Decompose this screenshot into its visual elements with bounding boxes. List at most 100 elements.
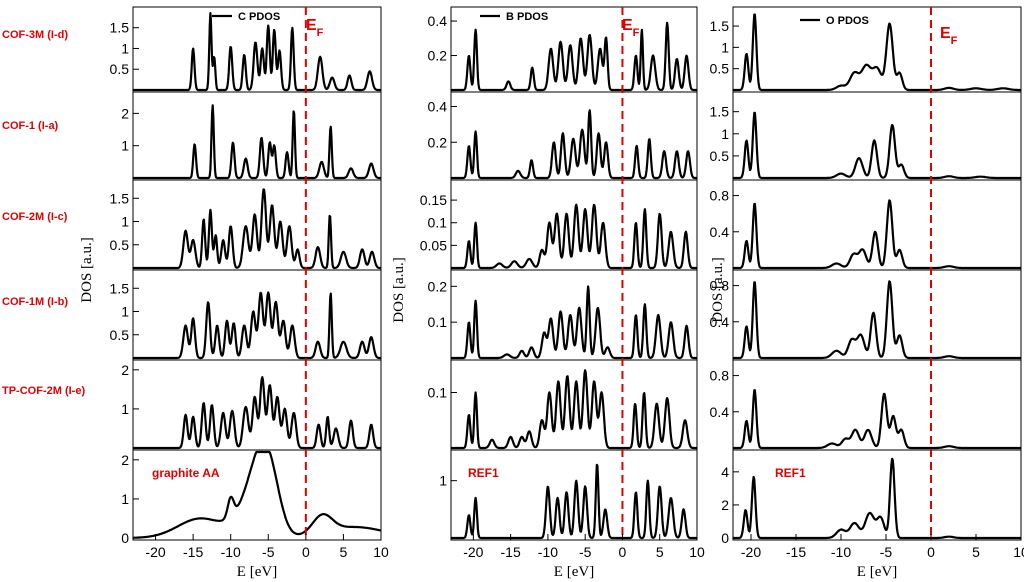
pdos-row: 12 [121, 359, 382, 451]
row-frame [132, 91, 382, 181]
x-tick-label: 10 [689, 544, 705, 560]
y-tick-label: 1 [121, 491, 129, 507]
x-tick-label: -5 [880, 544, 893, 560]
y-tick-label: 0.5 [710, 61, 730, 77]
x-tick-label: -10 [538, 544, 558, 560]
x-axis-label: E [eV] [554, 564, 594, 580]
pdos-row: 0.4 0.8 [710, 269, 1022, 361]
y-tick-label: 0.5 [110, 237, 130, 253]
y-tick-label: 2 [121, 362, 129, 378]
dos-curve [732, 199, 1022, 270]
y-tick-label: 0.5 [110, 327, 130, 343]
x-tick-label: -15 [501, 544, 521, 560]
fermi-label-subscript: F [317, 27, 324, 39]
fermi-label-subscript: F [633, 27, 640, 39]
pdos-row: 0.05 0.1 0.15 [420, 179, 698, 271]
x-tick-label: -15 [183, 544, 203, 560]
dos-curve [732, 280, 1022, 360]
y-tick-label: 0.5 [710, 148, 730, 164]
row-frame [450, 449, 698, 541]
x-tick-label: 0 [619, 544, 627, 560]
pdos-row: 0.1 [428, 359, 698, 451]
y-tick-label: 0.8 [710, 278, 730, 294]
y-tick-label: 0 [121, 530, 129, 546]
x-axis-label: E [eV] [237, 564, 277, 580]
pdos-row: 12 [121, 91, 382, 181]
y-tick-label: 0.1 [428, 314, 448, 330]
fermi-label: EF [622, 17, 640, 39]
x-tick-label: -15 [786, 544, 806, 560]
dos-curve [132, 12, 382, 92]
pdos-row: 0.5 1 1.5 [110, 179, 382, 271]
pdos-row: 0.5 1 1.5 [110, 269, 382, 361]
structure-label: COF-3M (I-d) [2, 29, 68, 41]
y-tick-label: 4 [721, 464, 729, 480]
row-frame [132, 269, 382, 361]
pdos-row: 0.2 0.4 [428, 91, 698, 181]
x-tick-label: -20 [463, 544, 483, 560]
y-tick-label: 0.4 [428, 13, 448, 29]
structure-labels: COF-3M (I-d) COF-1 (I-a) COF-2M (I-c) CO… [2, 29, 85, 397]
boron-pdos-panel: 0.2 0.4 0.2 0.4 0.05 0.1 0.15 0.1 0.2 0.1 1 REF1 -20… [391, 6, 705, 580]
y-tick-label: 0.8 [710, 368, 730, 384]
y-tick-label: 1 [121, 401, 129, 417]
y-tick-label: 1 [439, 473, 447, 489]
y-tick-label: 0.2 [428, 278, 448, 294]
y-tick-label: 0.4 [710, 224, 730, 240]
structure-label: COF-2M (I-c) [2, 211, 68, 223]
pdos-row: 0 2 4 REF1 [721, 449, 1022, 546]
y-tick-label: 1.5 [710, 104, 730, 120]
pdos-row: 0.4 0.8 [710, 359, 1022, 451]
y-tick-label: 1.5 [110, 20, 130, 36]
oxygen-pdos-panel: 0.5 1 1.5 0.5 1 1.5 0.4 0.8 0.4 0.8 0.4 0.8 0 2 4 REF1 -… [710, 6, 1024, 580]
y-tick-label: 1 [721, 126, 729, 142]
row-frame [732, 91, 1022, 181]
y-tick-label: 0.1 [428, 215, 448, 231]
y-tick-label: 0.1 [428, 385, 448, 401]
y-tick-label: 0.8 [710, 188, 730, 204]
dos-curve [132, 450, 382, 539]
pdos-row: 1 REF1 [439, 449, 698, 541]
row-frame [732, 359, 1022, 451]
pdos-row: 0.1 0.2 [428, 269, 698, 361]
x-axis-label: E [eV] [857, 564, 897, 580]
y-tick-label: 0.2 [428, 48, 448, 64]
row-annotation: graphite AA [152, 466, 220, 480]
x-tick-label: -5 [579, 544, 592, 560]
x-tick-label: -5 [262, 544, 275, 560]
dos-curve [450, 285, 698, 360]
y-tick-label: 0 [721, 530, 729, 546]
y-tick-label: 2 [121, 105, 129, 121]
y-tick-label: 1 [121, 304, 129, 320]
dos-curve [450, 463, 698, 540]
dos-curve [732, 111, 1022, 180]
fermi-label: EF [940, 25, 958, 47]
y-tick-label: 0.2 [428, 134, 448, 150]
legend-label: C PDOS [238, 11, 280, 23]
x-tick-label: 5 [340, 544, 348, 560]
y-tick-label: 1.5 [110, 280, 130, 296]
row-frame [132, 449, 382, 541]
y-tick-label: 2 [121, 452, 129, 468]
y-axis-label: DOS [a.u.] [391, 257, 407, 322]
y-tick-label: 2 [721, 497, 729, 513]
y-tick-label: 1.5 [110, 190, 130, 206]
row-frame [450, 91, 698, 181]
row-frame [732, 179, 1022, 271]
y-tick-label: 0.15 [420, 192, 447, 208]
pdos-row: 0.2 0.4 [428, 6, 698, 93]
structure-label: COF-1M (I-b) [2, 296, 68, 308]
dos-curve [132, 104, 382, 180]
row-frame [450, 269, 698, 361]
pdos-row: 0.4 0.8 [710, 179, 1022, 271]
row-frame [732, 6, 1022, 93]
row-annotation: REF1 [775, 466, 806, 480]
row-annotation: REF1 [468, 466, 499, 480]
fermi-label-subscript: F [951, 35, 958, 47]
x-tick-label: -10 [221, 544, 241, 560]
row-frame [732, 449, 1022, 541]
dos-curve [132, 188, 382, 270]
structure-label: COF-1 (I-a) [2, 120, 59, 132]
dos-curve [450, 369, 698, 450]
